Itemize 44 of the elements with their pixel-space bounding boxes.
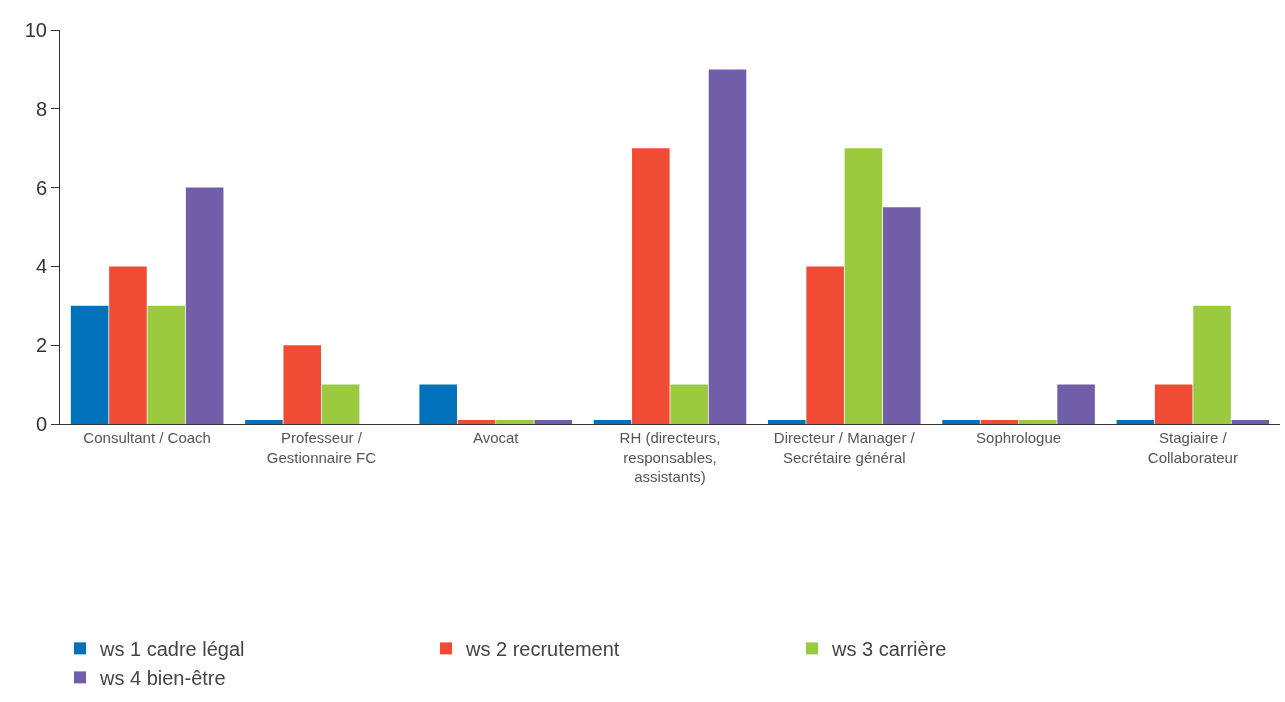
y-tick-label: 4 xyxy=(35,255,47,278)
bar xyxy=(496,420,534,424)
bar xyxy=(245,420,283,424)
bar xyxy=(670,384,708,424)
bar xyxy=(1057,384,1095,424)
bar xyxy=(534,420,573,424)
bar xyxy=(457,420,496,424)
bar xyxy=(1193,305,1231,424)
bar xyxy=(147,305,186,424)
bar xyxy=(1116,420,1155,424)
bar xyxy=(321,384,360,424)
y-tick-label: 8 xyxy=(35,97,47,120)
bar xyxy=(1018,420,1057,424)
bar xyxy=(942,420,980,424)
legend-label: ws 3 carrière xyxy=(831,638,947,661)
bar xyxy=(708,69,747,424)
legend-label: ws 4 bien-être xyxy=(99,667,226,690)
y-tick-label: 10 xyxy=(24,19,47,41)
bar xyxy=(419,384,457,424)
bar xyxy=(70,305,109,424)
x-tick-label: Directeur / Manager / Secrétaire général xyxy=(773,429,916,466)
x-tick-label: RH (directeurs, responsables, assistants) xyxy=(619,429,721,485)
bar xyxy=(1231,420,1270,424)
x-tick-label: Stagiaire / Collaborateur xyxy=(1147,429,1238,466)
y-tick-label: 6 xyxy=(35,176,47,199)
bar xyxy=(283,345,322,424)
bar xyxy=(1154,384,1193,424)
x-tick-label: Sophrologue xyxy=(976,429,1062,446)
bar xyxy=(883,207,921,424)
bar xyxy=(767,420,806,424)
bar xyxy=(806,266,844,424)
y-tick-label: 2 xyxy=(35,334,47,357)
legend-label: ws 2 recrutement xyxy=(465,638,620,661)
y-tick-label: 0 xyxy=(35,413,47,435)
legend-label: ws 1 cadre légal xyxy=(99,638,245,661)
x-tick-label: Avocat xyxy=(472,429,520,446)
x-tick-label: Consultant / Coach xyxy=(83,429,211,446)
bar xyxy=(980,420,1019,424)
bar xyxy=(844,148,883,424)
bar xyxy=(593,420,632,424)
bar xyxy=(185,187,224,424)
x-tick-label: Professeur / Gestionnaire FC xyxy=(266,429,377,466)
bar xyxy=(109,266,147,424)
bar xyxy=(632,148,670,424)
